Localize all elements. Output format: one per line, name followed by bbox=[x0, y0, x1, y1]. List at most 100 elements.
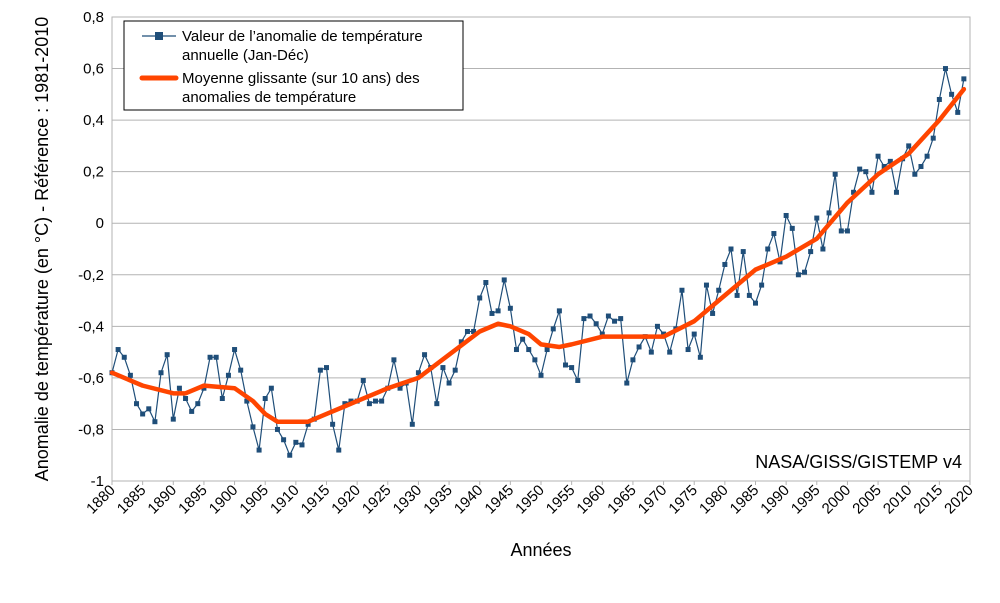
annual-anomaly-point bbox=[691, 331, 697, 337]
x-tick-label: 1955 bbox=[543, 482, 579, 518]
annual-anomaly-point bbox=[225, 372, 231, 378]
annual-anomaly-point bbox=[140, 411, 146, 417]
y-tick-label: -0,6 bbox=[78, 370, 104, 387]
annual-anomaly-point bbox=[740, 249, 746, 255]
annual-anomaly-point bbox=[397, 385, 403, 391]
y-axis-ticks: 0,8 0,6 0,4 0,2 0 -0,2 -0,4 -0,6 -0,8 -1 bbox=[78, 9, 104, 490]
y-tick-label: -1 bbox=[91, 473, 104, 490]
annual-anomaly-point bbox=[624, 380, 630, 386]
annual-anomaly-point bbox=[324, 365, 329, 371]
annual-anomaly-point bbox=[753, 300, 758, 306]
annual-anomaly-point bbox=[501, 277, 507, 283]
legend-annual-label-line1: Valeur de l’anomalie de température bbox=[182, 28, 423, 45]
annual-anomaly-point bbox=[961, 76, 967, 82]
annual-anomaly-point bbox=[232, 347, 238, 353]
x-axis-title: Années bbox=[510, 540, 571, 560]
y-tick-label: 0,4 bbox=[83, 112, 104, 129]
series-annual-anomaly bbox=[109, 66, 967, 458]
annual-anomaly-point bbox=[575, 377, 581, 383]
moving-average-line bbox=[109, 86, 967, 424]
annual-anomaly-point bbox=[844, 228, 850, 234]
annual-anomaly-point bbox=[802, 269, 808, 275]
annual-anomaly-point bbox=[716, 287, 722, 293]
annual-anomaly-point bbox=[152, 419, 158, 425]
legend-annual-label-line2: annuelle (Jan-Déc) bbox=[182, 47, 309, 64]
y-axis-title: Anomalie de température (en °C) - Référe… bbox=[32, 17, 52, 481]
annual-anomaly-point bbox=[176, 385, 182, 391]
annual-anomaly-point bbox=[170, 416, 176, 422]
annual-anomaly-point bbox=[348, 398, 354, 404]
annual-anomaly-point bbox=[489, 310, 495, 316]
x-tick-label: 2020 bbox=[941, 482, 977, 518]
x-tick-label: 1900 bbox=[206, 482, 242, 518]
annual-anomaly-point bbox=[930, 135, 936, 141]
annual-anomaly-point bbox=[618, 316, 624, 322]
annual-anomaly-point bbox=[207, 354, 213, 360]
annual-anomaly-point bbox=[342, 401, 348, 407]
annual-anomaly-point bbox=[679, 287, 685, 293]
x-tick-label: 1970 bbox=[635, 482, 671, 518]
annual-anomaly-point bbox=[183, 396, 189, 402]
annual-anomaly-point bbox=[507, 305, 513, 311]
annual-anomaly-point bbox=[734, 292, 740, 298]
x-tick-label: 1920 bbox=[328, 482, 364, 518]
annual-anomaly-point bbox=[293, 439, 299, 445]
annual-anomaly-line bbox=[111, 68, 965, 457]
annual-anomaly-point bbox=[440, 365, 446, 371]
annual-anomaly-point bbox=[287, 452, 293, 458]
x-tick-label: 1940 bbox=[451, 482, 487, 518]
annual-anomaly-point bbox=[728, 246, 734, 252]
x-tick-label: 2005 bbox=[849, 482, 885, 518]
annual-anomaly-point bbox=[366, 401, 372, 407]
annual-anomaly-point bbox=[820, 246, 826, 252]
annual-anomaly-point bbox=[336, 447, 342, 453]
annual-anomaly-point bbox=[244, 398, 250, 404]
x-tick-label: 1880 bbox=[83, 482, 119, 518]
annual-anomaly-point bbox=[808, 249, 814, 255]
annual-anomaly-point bbox=[532, 357, 538, 363]
annual-anomaly-point bbox=[201, 385, 207, 391]
annual-anomaly-point bbox=[550, 326, 556, 332]
y-tick-label: -0,2 bbox=[78, 267, 104, 284]
annual-anomaly-point bbox=[918, 164, 924, 170]
annual-anomaly-point bbox=[814, 215, 820, 221]
annual-anomaly-point bbox=[783, 212, 789, 218]
x-tick-label: 1975 bbox=[665, 482, 701, 518]
legend-moving-average-label-line2: anomalies de température bbox=[182, 89, 356, 106]
annual-anomaly-point bbox=[893, 189, 899, 195]
annual-anomaly-point bbox=[875, 153, 881, 159]
annual-anomaly-point bbox=[373, 398, 379, 404]
annual-anomaly-point bbox=[127, 372, 133, 378]
annual-anomaly-point bbox=[422, 352, 428, 358]
y-tick-label: 0,8 bbox=[83, 9, 104, 26]
annual-anomaly-point bbox=[256, 447, 262, 453]
annual-anomaly-point bbox=[495, 308, 501, 314]
y-tick-label: 0,2 bbox=[83, 164, 104, 181]
x-tick-label: 1895 bbox=[175, 482, 211, 518]
annual-anomaly-point bbox=[863, 169, 869, 175]
annual-anomaly-point bbox=[924, 153, 930, 159]
annual-anomaly-point bbox=[955, 109, 961, 115]
source-label: NASA/GISS/GISTEMP v4 bbox=[755, 452, 962, 472]
series-moving-average bbox=[109, 86, 967, 424]
y-tick-label: 0,6 bbox=[83, 61, 104, 78]
annual-anomaly-point bbox=[581, 316, 587, 322]
annual-anomaly-point bbox=[605, 313, 611, 319]
annual-anomaly-point bbox=[636, 344, 642, 350]
annual-anomaly-point bbox=[685, 347, 691, 353]
x-tick-label: 1935 bbox=[420, 482, 456, 518]
annual-anomaly-point bbox=[949, 91, 955, 97]
annual-anomaly-point bbox=[881, 164, 887, 170]
annual-anomaly-point bbox=[483, 280, 489, 286]
legend-moving-average-label-line1: Moyenne glissante (sur 10 ans) des bbox=[182, 70, 420, 87]
annual-anomaly-point bbox=[569, 365, 575, 371]
annual-anomaly-point bbox=[317, 367, 323, 373]
x-tick-label: 1890 bbox=[144, 482, 180, 518]
annual-anomaly-point bbox=[771, 231, 777, 237]
annual-anomaly-point bbox=[305, 421, 311, 427]
x-tick-label: 1960 bbox=[573, 482, 609, 518]
legend-annual-marker bbox=[155, 32, 163, 40]
x-tick-label: 1980 bbox=[696, 482, 732, 518]
annual-anomaly-point bbox=[906, 143, 912, 149]
annual-anomaly-point bbox=[703, 282, 709, 288]
